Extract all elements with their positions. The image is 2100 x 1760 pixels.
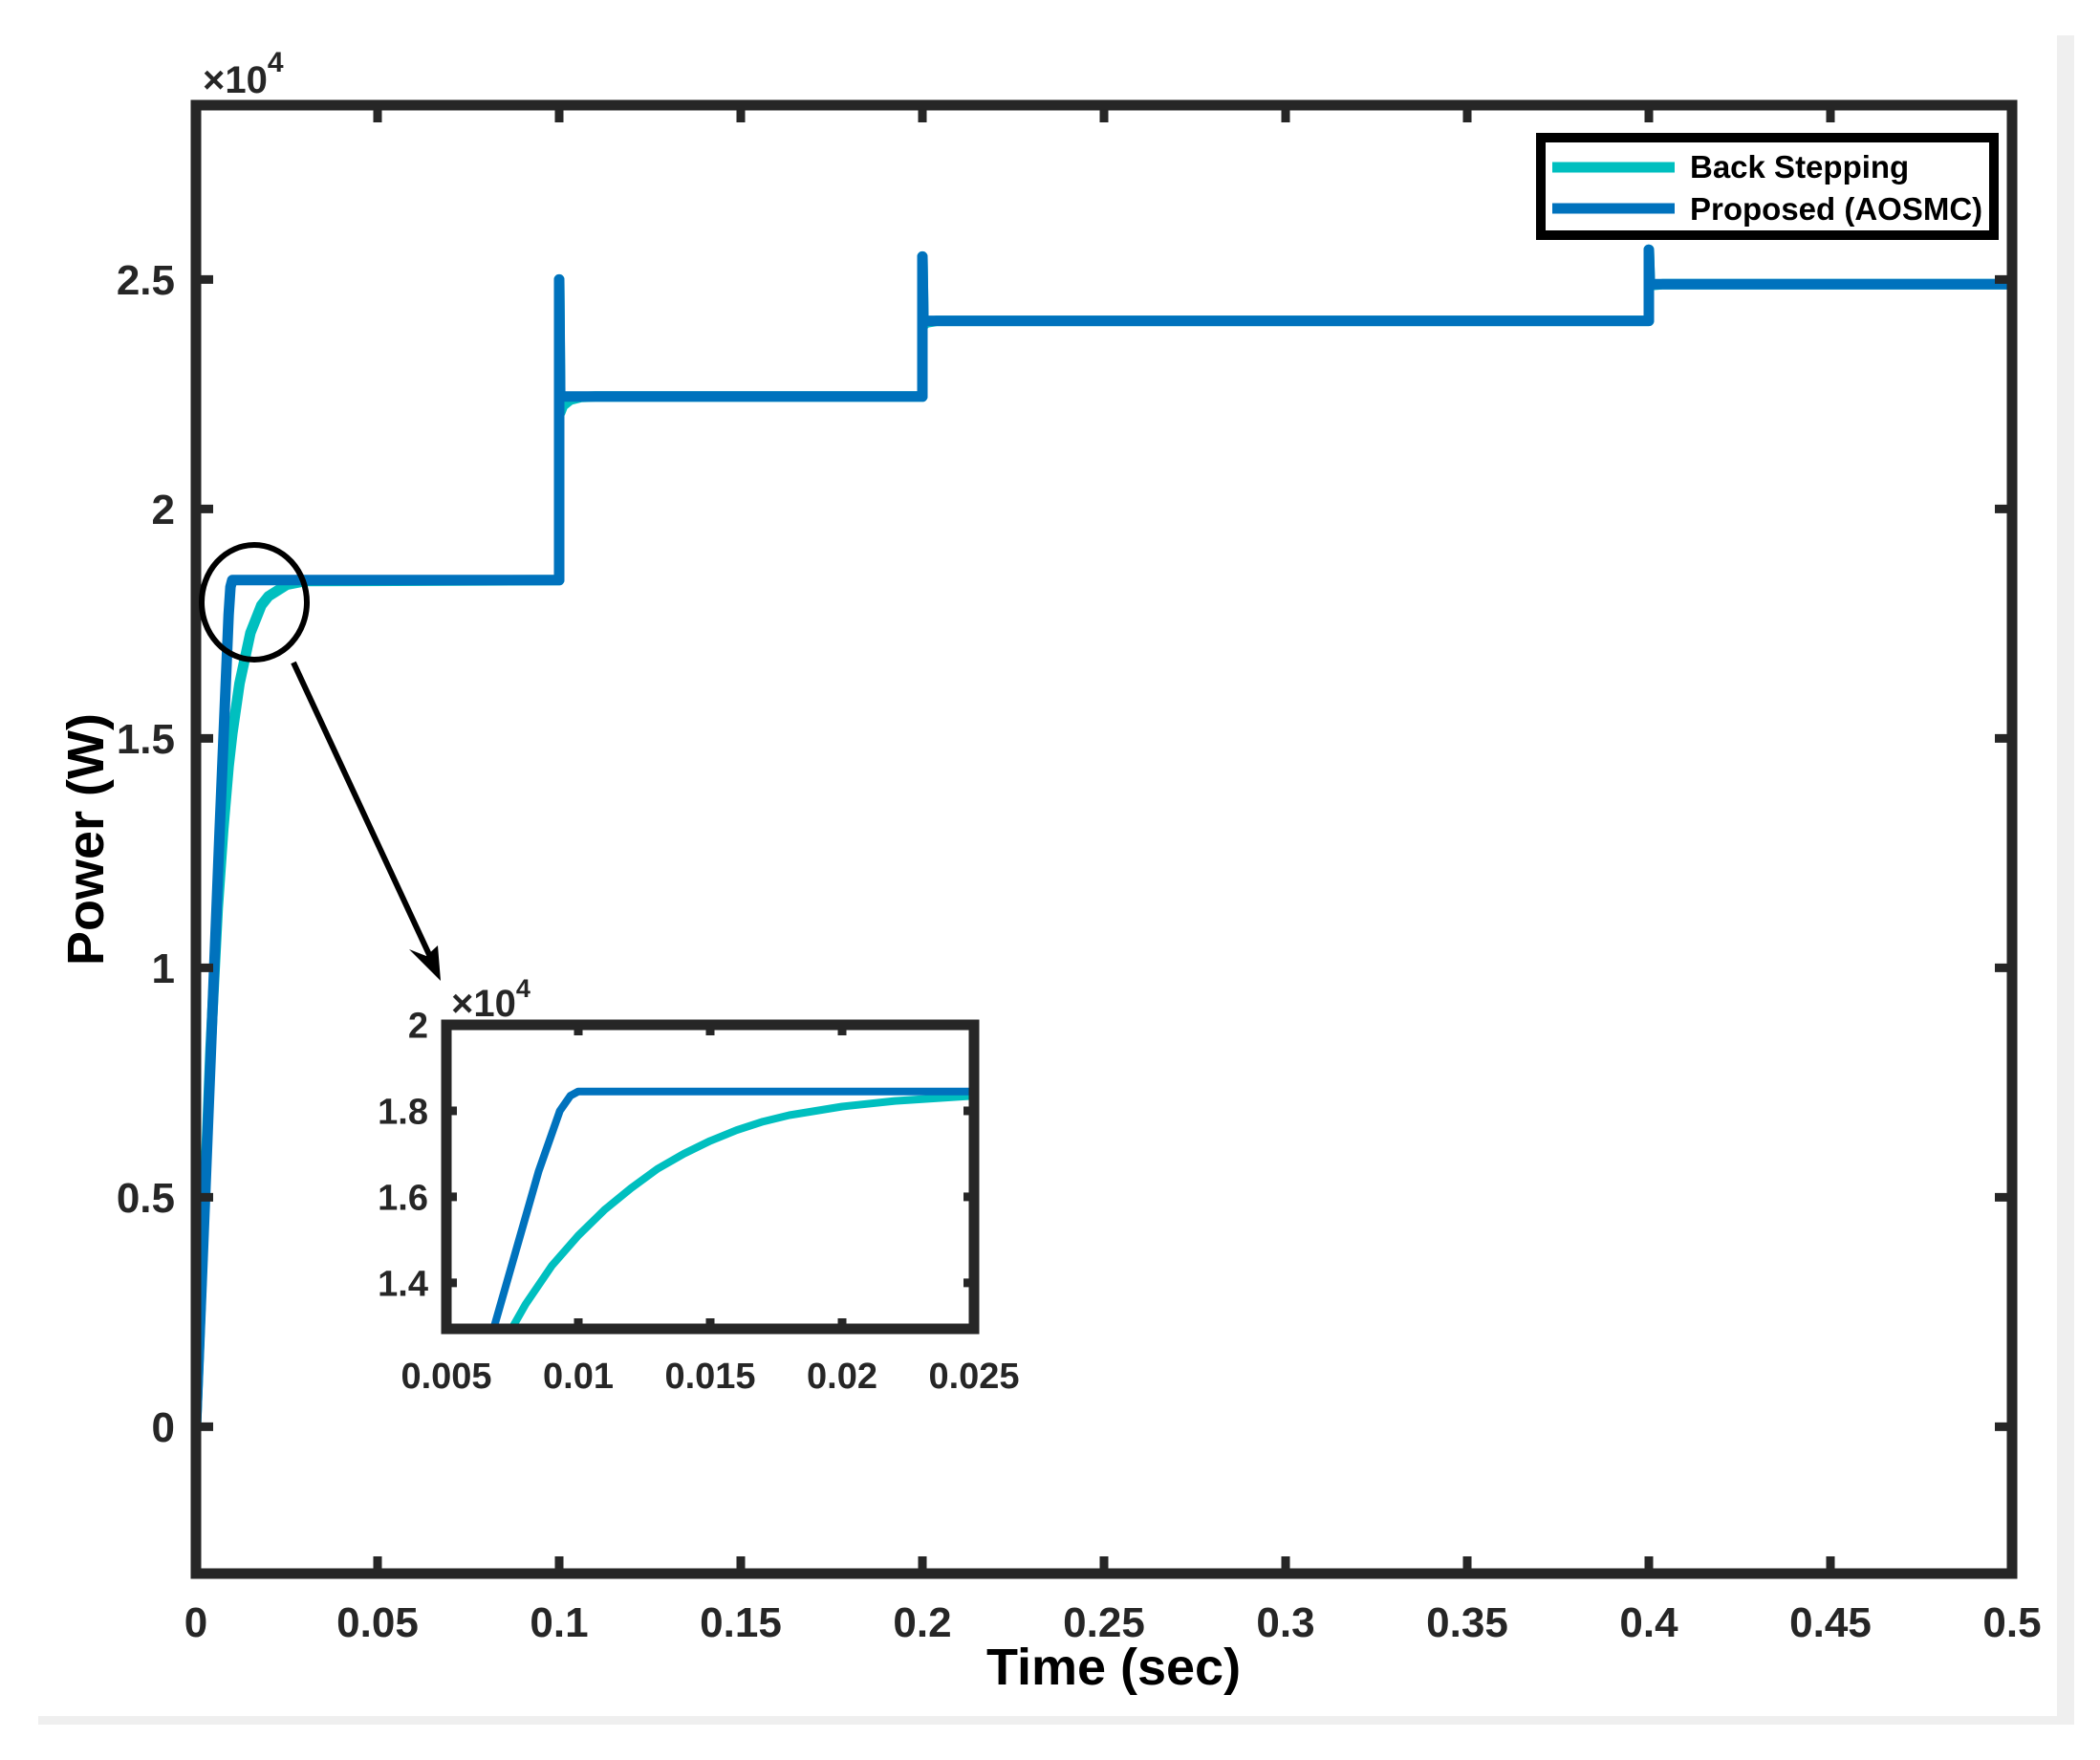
x-tick-label: 0.1 (530, 1599, 588, 1646)
main-axes: 0 0.05 0.1 0.15 0.2 0.25 0.3 0.35 0.4 0.45 0.5 0 0.5… (57, 47, 2042, 1696)
y-tick-label: 1.6 (378, 1179, 428, 1219)
x-tick-label: 0.25 (1063, 1599, 1145, 1646)
legend-label-proposed: Proposed (AOSMC) (1690, 191, 1982, 227)
inset-series (489, 1087, 974, 1329)
x-tick-label: 0.02 (807, 1357, 877, 1397)
y-tick-label: 0 (152, 1404, 175, 1451)
inset-axes: 0.005 0.01 0.015 0.02 0.025 1.4 1.6 1.8 2 ×104 (378, 974, 1019, 1397)
y-tick-label: 2.5 (117, 257, 175, 304)
series-back-stepping (509, 1092, 974, 1329)
x-tick-label: 0.2 (893, 1599, 951, 1646)
inset-y-exponent: ×104 (451, 974, 530, 1025)
y-tick-label: 1.5 (117, 716, 175, 763)
x-tick-label: 0.005 (401, 1357, 491, 1397)
x-tick-label: 0.4 (1619, 1599, 1678, 1646)
y-tick-label: 2 (408, 1007, 428, 1047)
x-tick-label: 0.01 (543, 1357, 614, 1397)
x-tick-label: 0.15 (700, 1599, 782, 1646)
legend-label-back-stepping: Back Stepping (1690, 149, 1909, 185)
figure-border-bottom (38, 1716, 2074, 1725)
y-tick-label: 1.8 (378, 1093, 428, 1133)
main-series (196, 244, 2012, 1432)
main-ticks: 0 0.05 0.1 0.15 0.2 0.25 0.3 0.35 0.4 0.45 0.5 0 0.5… (117, 105, 2042, 1646)
y-tick-label: 2 (152, 487, 175, 533)
zoom-region-circle (199, 542, 310, 663)
x-tick-label: 0.025 (928, 1357, 1019, 1397)
x-tick-label: 0.05 (336, 1599, 419, 1646)
main-y-exponent: ×104 (203, 47, 284, 101)
x-tick-label: 0.5 (1982, 1599, 2041, 1646)
x-tick-label: 0.3 (1256, 1599, 1314, 1646)
figure-border-right (2057, 35, 2074, 1724)
y-tick-label: 0.5 (117, 1175, 175, 1222)
y-tick-label: 1.4 (378, 1265, 428, 1305)
x-tick-label: 0.45 (1789, 1599, 1872, 1646)
x-tick-label: 0.015 (664, 1357, 755, 1397)
inset-background (446, 1025, 974, 1329)
inset-ticks: 0.005 0.01 0.015 0.02 0.025 1.4 1.6 1.8 2 (378, 1007, 1019, 1397)
y-tick-label: 1 (152, 945, 175, 992)
zoom-arrow-icon (291, 661, 441, 981)
legend: Back Stepping Proposed (AOSMC) (1536, 133, 1999, 240)
series-proposed-aosmc (489, 1087, 974, 1329)
legend-box (1536, 133, 1999, 240)
x-axis-title: Time (sec) (986, 1639, 1241, 1696)
y-axis-title: Power (W) (57, 713, 115, 966)
x-tick-label: 0 (184, 1599, 207, 1646)
series-proposed-aosmc (196, 244, 2012, 1432)
x-tick-label: 0.35 (1426, 1599, 1508, 1646)
